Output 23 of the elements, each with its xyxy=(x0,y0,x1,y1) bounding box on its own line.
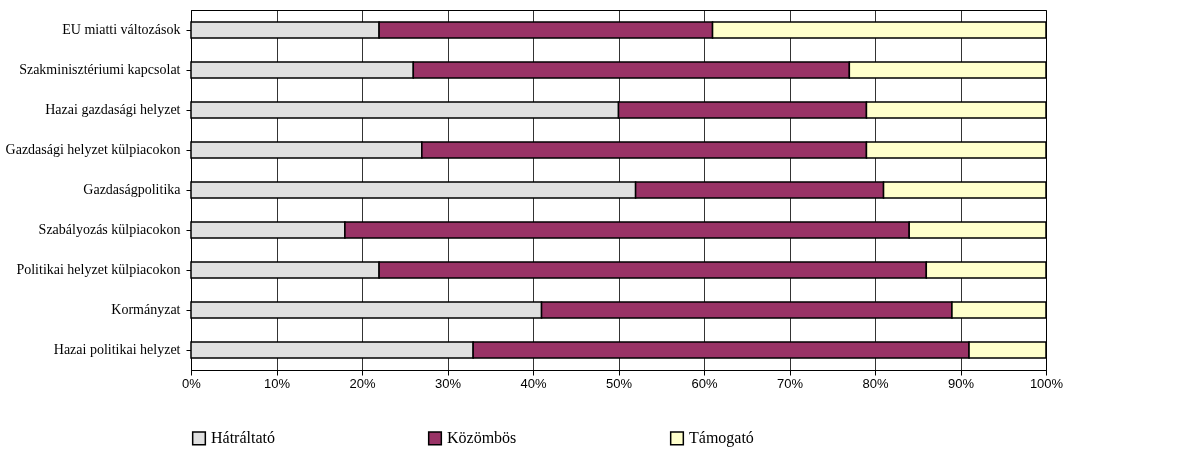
y-tick-label: Hazai gazdasági helyzet xyxy=(45,102,181,117)
legend-label: Közömbös xyxy=(447,429,517,447)
y-tick-label: Politikai helyzet külpiacokon xyxy=(16,262,181,277)
x-tick-label: 90% xyxy=(947,375,975,391)
x-tick-label: 60% xyxy=(691,375,718,391)
x-tick-label: 70% xyxy=(776,375,804,391)
y-tick-label: Szabályozás külpiacokon xyxy=(38,222,181,237)
x-tick-label: 0% xyxy=(182,375,202,391)
y-tick-label: EU miatti változások xyxy=(62,22,181,37)
y-tick-label: Gazdaságpolitika xyxy=(83,182,182,197)
y-tick-label: Hazai politikai helyzet xyxy=(53,342,181,357)
x-tick-label: 40% xyxy=(520,375,547,391)
x-tick-label: 20% xyxy=(349,375,376,391)
x-tick-label: 100% xyxy=(1029,375,1064,391)
legend-label: Hátráltató xyxy=(211,429,275,447)
y-tick-label: Gazdasági helyzet külpiacokon xyxy=(5,142,181,157)
x-tick-label: 80% xyxy=(862,375,889,391)
x-tick-label: 30% xyxy=(434,375,462,391)
x-tick-label: 50% xyxy=(605,375,633,391)
y-tick-label: Kormányzat xyxy=(111,302,181,317)
x-tick-label: 10% xyxy=(263,375,291,391)
y-tick-label: Szakminisztériumi kapcsolat xyxy=(19,62,181,77)
legend-label: Támogató xyxy=(689,429,754,448)
